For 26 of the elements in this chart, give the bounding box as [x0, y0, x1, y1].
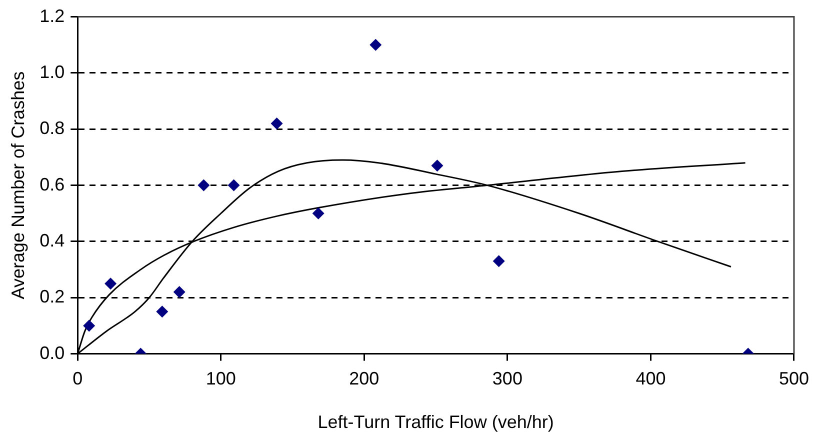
point [370, 38, 382, 51]
y-tick-label: 0.8 [40, 118, 65, 138]
point [228, 179, 240, 192]
x-tick-label: 200 [349, 368, 380, 389]
y-tick-label: 0.0 [40, 342, 65, 363]
x-tick-label: 300 [492, 368, 522, 389]
x-tick-label: 0 [72, 368, 83, 389]
point [83, 320, 96, 332]
point [431, 160, 444, 172]
point [173, 286, 186, 298]
x-tick-label: 500 [778, 368, 810, 389]
x-axis-title: Left-Turn Traffic Flow (veh/hr) [318, 412, 554, 432]
point [270, 118, 283, 130]
point [492, 255, 505, 268]
point [104, 278, 117, 290]
point [156, 306, 168, 318]
y-tick-label: 0.6 [40, 174, 65, 194]
y-tick-label: 0.2 [40, 286, 65, 307]
x-tick-label: 400 [636, 368, 666, 389]
y-tick-label: 0.4 [40, 230, 65, 250]
x-tick-label: 100 [206, 368, 236, 389]
y-axis-title: Average Number of Crashes [8, 71, 28, 300]
point [312, 207, 324, 220]
y-tick-label: 1.0 [40, 62, 65, 82]
y-tick-label: 1.2 [40, 6, 65, 26]
point [198, 179, 210, 192]
